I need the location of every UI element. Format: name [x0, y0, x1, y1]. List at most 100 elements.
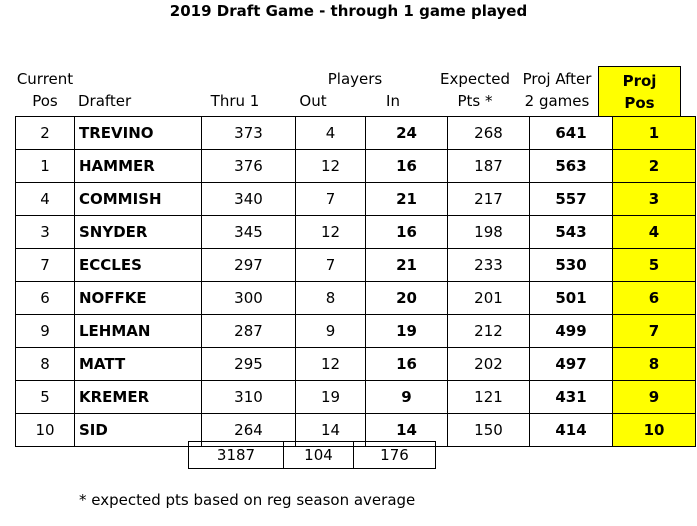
header-current: Current [16, 70, 74, 88]
cell-thru1: 300 [201, 281, 296, 315]
cell-thru1: 345 [201, 215, 296, 249]
cell-proj-after: 563 [529, 149, 613, 183]
cell-expected-pts: 212 [447, 314, 530, 348]
header-drafter: Drafter [78, 92, 132, 110]
total-in: 176 [353, 441, 436, 469]
cell-players-out: 7 [295, 182, 366, 216]
cell-proj-pos: 2 [612, 149, 696, 183]
table-row: 6 NOFFKE 300 8 20 201 501 6 [15, 281, 696, 315]
cell-drafter: COMMISH [74, 182, 202, 216]
cell-players-in: 16 [365, 347, 448, 381]
table-row: 7 ECCLES 297 7 21 233 530 5 [15, 248, 696, 282]
cell-thru1: 373 [201, 116, 296, 150]
table-row: 5 KREMER 310 19 9 121 431 9 [15, 380, 696, 414]
cell-players-out: 12 [295, 215, 366, 249]
cell-players-out: 7 [295, 248, 366, 282]
cell-players-in: 16 [365, 149, 448, 183]
cell-proj-pos: 6 [612, 281, 696, 315]
cell-proj-after: 414 [529, 413, 613, 447]
header-pts: Pts * [457, 92, 493, 110]
table-row: 1 HAMMER 376 12 16 187 563 2 [15, 149, 696, 183]
cell-proj-after: 641 [529, 116, 613, 150]
cell-thru1: 295 [201, 347, 296, 381]
cell-thru1: 287 [201, 314, 296, 348]
table-row: 9 LEHMAN 287 9 19 212 499 7 [15, 314, 696, 348]
cell-proj-after: 530 [529, 248, 613, 282]
draft-table: 2 TREVINO 373 4 24 268 641 1 1 HAMMER 376 12 16 187 56… [15, 116, 696, 447]
cell-proj-pos: 10 [612, 413, 696, 447]
cell-drafter: SID [74, 413, 202, 447]
cell-expected-pts: 150 [447, 413, 530, 447]
table-row: 8 MATT 295 12 16 202 497 8 [15, 347, 696, 381]
cell-players-in: 9 [365, 380, 448, 414]
page-title: 2019 Draft Game - through 1 game played [169, 2, 528, 20]
cell-proj-after: 499 [529, 314, 613, 348]
table-row: 2 TREVINO 373 4 24 268 641 1 [15, 116, 696, 150]
header-expected: Expected [440, 70, 510, 88]
cell-players-out: 12 [295, 347, 366, 381]
cell-drafter: KREMER [74, 380, 202, 414]
cell-proj-pos: 5 [612, 248, 696, 282]
cell-current-pos: 3 [15, 215, 75, 249]
cell-players-out: 8 [295, 281, 366, 315]
header-players: Players [327, 70, 383, 88]
cell-expected-pts: 121 [447, 380, 530, 414]
proj-pos-header: Proj Pos [598, 66, 681, 116]
cell-proj-after: 497 [529, 347, 613, 381]
cell-thru1: 297 [201, 248, 296, 282]
cell-drafter: NOFFKE [74, 281, 202, 315]
header-out: Out [299, 92, 327, 110]
cell-proj-pos: 3 [612, 182, 696, 216]
cell-drafter: TREVINO [74, 116, 202, 150]
totals-row: 3187 104 176 [188, 441, 436, 469]
cell-thru1: 310 [201, 380, 296, 414]
cell-proj-pos: 1 [612, 116, 696, 150]
cell-proj-pos: 7 [612, 314, 696, 348]
cell-proj-pos: 9 [612, 380, 696, 414]
cell-proj-after: 557 [529, 182, 613, 216]
header-proj: Proj [622, 72, 657, 90]
cell-players-in: 20 [365, 281, 448, 315]
cell-current-pos: 2 [15, 116, 75, 150]
cell-players-in: 21 [365, 248, 448, 282]
table-row: 10 SID 264 14 14 150 414 10 [15, 413, 696, 447]
cell-players-out: 19 [295, 380, 366, 414]
cell-proj-after: 543 [529, 215, 613, 249]
cell-current-pos: 8 [15, 347, 75, 381]
cell-thru1: 376 [201, 149, 296, 183]
footnote: * expected pts based on reg season avera… [79, 491, 416, 509]
cell-expected-pts: 268 [447, 116, 530, 150]
cell-players-out: 9 [295, 314, 366, 348]
cell-players-in: 21 [365, 182, 448, 216]
header-pos: Pos [32, 92, 58, 110]
cell-drafter: ECCLES [74, 248, 202, 282]
cell-players-in: 19 [365, 314, 448, 348]
table-row: 3 SNYDER 345 12 16 198 543 4 [15, 215, 696, 249]
cell-current-pos: 9 [15, 314, 75, 348]
cell-players-out: 12 [295, 149, 366, 183]
cell-expected-pts: 233 [447, 248, 530, 282]
cell-drafter: SNYDER [74, 215, 202, 249]
cell-expected-pts: 201 [447, 281, 530, 315]
header-proj-pos: Pos [624, 94, 655, 112]
header-in: In [386, 92, 400, 110]
cell-drafter: LEHMAN [74, 314, 202, 348]
cell-proj-pos: 8 [612, 347, 696, 381]
cell-expected-pts: 187 [447, 149, 530, 183]
cell-players-in: 24 [365, 116, 448, 150]
cell-current-pos: 4 [15, 182, 75, 216]
cell-proj-after: 431 [529, 380, 613, 414]
table-row: 4 COMMISH 340 7 21 217 557 3 [15, 182, 696, 216]
cell-proj-pos: 4 [612, 215, 696, 249]
cell-players-out: 4 [295, 116, 366, 150]
total-thru1: 3187 [188, 441, 284, 469]
cell-drafter: HAMMER [74, 149, 202, 183]
cell-current-pos: 7 [15, 248, 75, 282]
cell-expected-pts: 198 [447, 215, 530, 249]
header-proj-after: Proj After [522, 70, 592, 88]
cell-players-in: 16 [365, 215, 448, 249]
cell-expected-pts: 217 [447, 182, 530, 216]
cell-expected-pts: 202 [447, 347, 530, 381]
cell-current-pos: 6 [15, 281, 75, 315]
cell-proj-after: 501 [529, 281, 613, 315]
